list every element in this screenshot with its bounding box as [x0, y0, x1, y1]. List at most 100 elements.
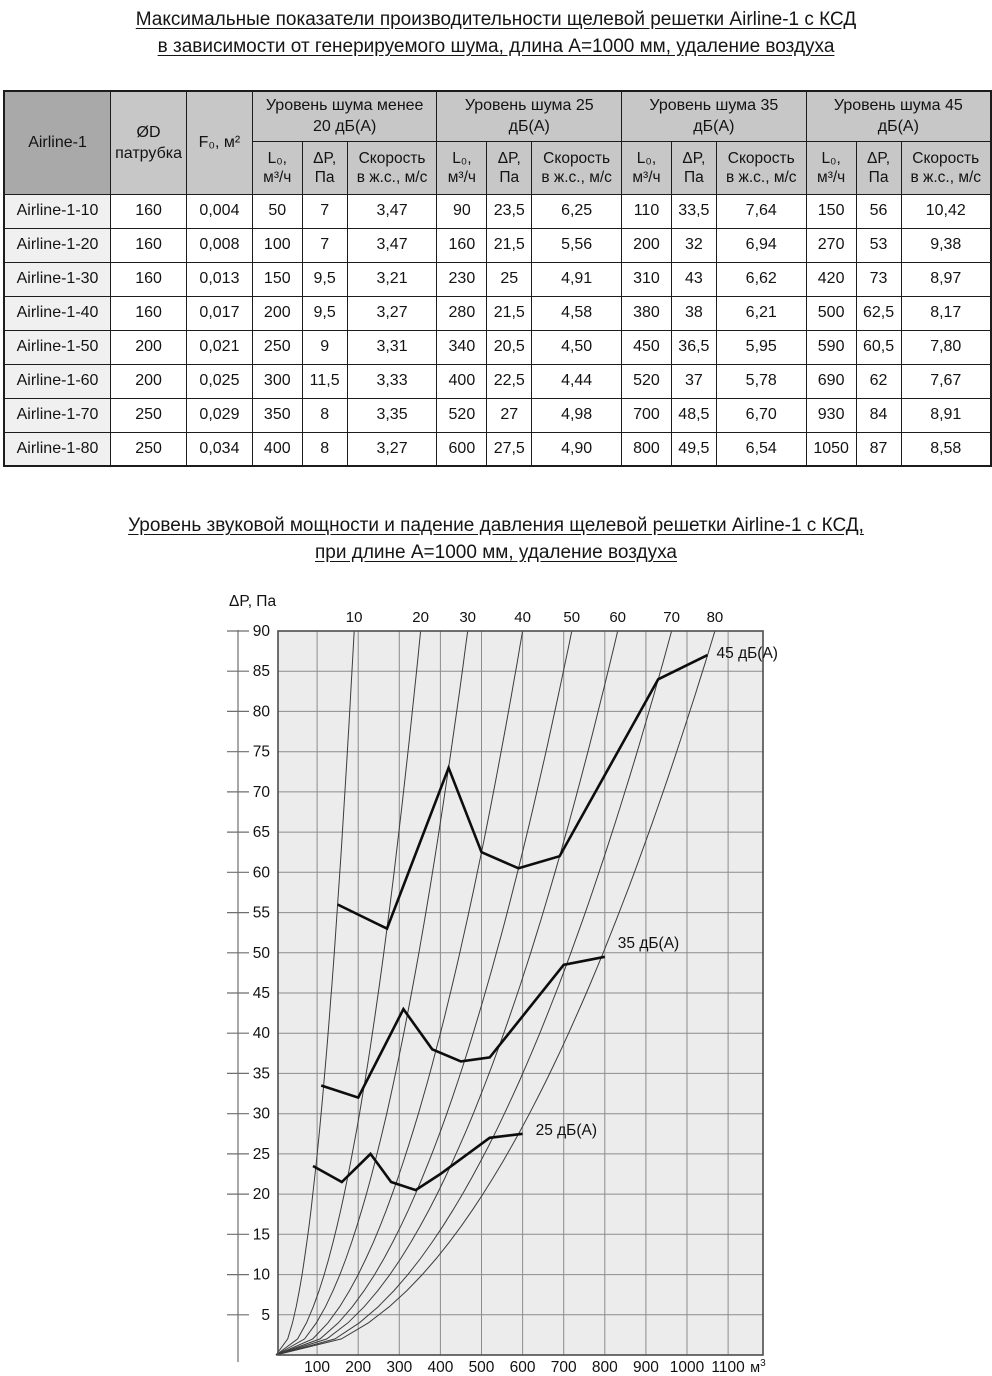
data-cell: 10,42 [900, 193, 992, 229]
model-curve-50 [275, 630, 573, 1356]
data-cell: 8,58 [900, 431, 992, 467]
data-cell: 11,5 [301, 363, 348, 399]
y-tick-label-85: 85 [253, 663, 270, 680]
performance-table: Airline-1 ØD патрубка F₀, м² Уровень шума м… [3, 90, 992, 467]
data-cell: 160 [436, 227, 488, 263]
data-cell: 20,5 [486, 329, 533, 365]
x-tick-label-600: 600 [510, 1359, 536, 1376]
col-subheader-3-1: ΔP, Па [855, 140, 902, 195]
data-cell: 3,33 [346, 363, 438, 399]
y-axis-ticks [227, 630, 249, 1316]
y-tick-label-65: 65 [253, 824, 270, 841]
table-row: Airline-1-10 160 0,004 50 7 3,47 90 23,5 6,25 110… [3, 193, 992, 229]
data-cell: 7,67 [900, 363, 992, 399]
y-tick-label-45: 45 [253, 985, 270, 1002]
data-cell: 5,56 [531, 227, 623, 263]
y-tick-label-55: 55 [253, 905, 270, 922]
data-cell: 160 [110, 193, 188, 229]
data-cell: 4,98 [531, 397, 623, 433]
data-cell: 0,025 [186, 363, 253, 399]
data-cell: 3,21 [346, 261, 438, 297]
model-curve-label-20: 20 [412, 609, 429, 626]
data-cell: 280 [436, 295, 488, 331]
x-axis-unit: м3 [750, 1358, 766, 1376]
x-tick-label-700: 700 [551, 1359, 577, 1376]
data-cell: 600 [436, 431, 488, 467]
data-cell: 6,54 [715, 431, 807, 467]
x-tick-label-900: 900 [633, 1359, 659, 1376]
table-title-line2: в зависимости от генерируемого шума, дли… [157, 36, 835, 57]
data-cell: 38 [670, 295, 717, 331]
data-cell: 100 [251, 227, 303, 263]
data-cell: 930 [805, 397, 857, 433]
grid-lines [278, 631, 763, 1355]
table-row: Airline-1-30 160 0,013 150 9,5 3,21 230 25 4,91 3… [3, 261, 992, 297]
data-cell: 6,70 [715, 397, 807, 433]
noise-curve-label-45: 45 дБ(А) [717, 645, 778, 662]
data-cell: 23,5 [486, 193, 533, 229]
row-model-cell: Airline-1-10 [3, 193, 112, 229]
y-tick-label-70: 70 [253, 784, 271, 801]
data-cell: 6,94 [715, 227, 807, 263]
data-cell: 8 [301, 431, 348, 467]
data-cell: 3,31 [346, 329, 438, 365]
data-cell: 1050 [805, 431, 857, 467]
data-cell: 62,5 [855, 295, 902, 331]
row-model-cell: Airline-1-70 [3, 397, 112, 433]
data-cell: 3,47 [346, 227, 438, 263]
data-cell: 0,034 [186, 431, 253, 467]
data-cell: 9,38 [900, 227, 992, 263]
table-row: Airline-1-70 250 0,029 350 8 3,35 520 27 4,98 700… [3, 397, 992, 433]
table-row: Airline-1-20 160 0,008 100 7 3,47 160 21,5 5,56 2… [3, 227, 992, 263]
data-cell: 62 [855, 363, 902, 399]
data-cell: 4,58 [531, 295, 623, 331]
chart-svg: 10 20 30 40 50 60 70 80 25 дБ(А) 35 дБ(А) 45 дБ(А)… [227, 593, 778, 1376]
data-cell: 110 [621, 193, 672, 229]
noise-curve-25 [312, 1132, 523, 1192]
data-cell: 25 [486, 261, 533, 297]
x-tick-label-100: 100 [304, 1359, 330, 1376]
data-cell: 43 [670, 261, 717, 297]
data-cell: 250 [110, 431, 188, 467]
data-cell: 53 [855, 227, 902, 263]
data-cell: 200 [110, 329, 188, 365]
col-subheader-3-0: L₀, м³/ч [805, 140, 857, 195]
y-tick-label-35: 35 [253, 1065, 270, 1082]
noise-curve-45 [337, 653, 709, 931]
plot-border [277, 630, 764, 1356]
data-cell: 400 [436, 363, 488, 399]
col-header-area: F₀, м² [186, 90, 253, 195]
data-cell: 250 [251, 329, 303, 365]
data-cell: 22,5 [486, 363, 533, 399]
y-tick-label-90: 90 [253, 623, 271, 640]
data-cell: 150 [805, 193, 857, 229]
data-cell: 690 [805, 363, 857, 399]
data-cell: 5,95 [715, 329, 807, 365]
model-curve-label-60: 60 [609, 609, 626, 626]
row-model-cell: Airline-1-60 [3, 363, 112, 399]
col-group-noise-1: Уровень шума 25 дБ(А) [436, 90, 623, 142]
row-model-cell: Airline-1-50 [3, 329, 112, 365]
table-row: Airline-1-80 250 0,034 400 8 3,27 600 27,5 4,90 8… [3, 431, 992, 467]
col-subheader-3-2: Скорость в ж.с., м/с [900, 140, 992, 195]
noise-curve-label-35: 35 дБ(А) [618, 935, 679, 952]
row-model-cell: Airline-1-20 [3, 227, 112, 263]
chart-title-line1: Уровень звуковой мощности и падение давл… [128, 515, 864, 536]
col-header-model: Airline-1 [3, 90, 112, 195]
model-curve-80 [275, 630, 716, 1356]
col-subheader-0-2: Скорость в ж.с., м/с [346, 140, 438, 195]
col-subheader-0-0: L₀, м³/ч [251, 140, 303, 195]
data-cell: 6,21 [715, 295, 807, 331]
data-cell: 0,029 [186, 397, 253, 433]
model-curve-label-40: 40 [514, 609, 531, 626]
data-cell: 350 [251, 397, 303, 433]
data-cell: 520 [621, 363, 672, 399]
data-cell: 420 [805, 261, 857, 297]
data-cell: 160 [110, 227, 188, 263]
data-cell: 520 [436, 397, 488, 433]
data-cell: 4,44 [531, 363, 623, 399]
data-cell: 32 [670, 227, 717, 263]
data-cell: 310 [621, 261, 672, 297]
table-title-line1: Максимальные показатели производительнос… [135, 9, 857, 30]
y-tick-label-20: 20 [253, 1186, 271, 1203]
